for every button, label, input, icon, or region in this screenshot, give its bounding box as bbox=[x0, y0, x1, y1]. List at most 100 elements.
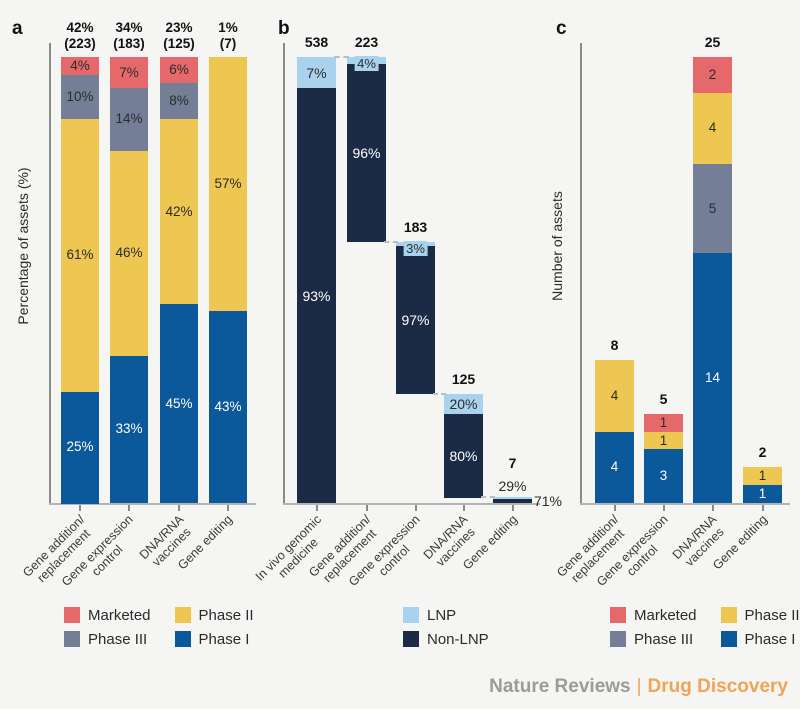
panel-c-bar-total: 25 bbox=[704, 34, 721, 50]
journal-credit-title: Drug Discovery bbox=[647, 676, 788, 697]
panel-a-segment-phase2 bbox=[61, 119, 99, 392]
legend-item: Phase III bbox=[64, 628, 151, 650]
panel-a-y-axis bbox=[49, 43, 51, 503]
panel-b-x-tick bbox=[511, 505, 514, 511]
panel-a-segment-phase3 bbox=[61, 74, 99, 120]
panel-a-segment-phase1 bbox=[160, 304, 198, 504]
panel-b-x-tick bbox=[462, 505, 465, 511]
panel-c-segment-label: 1 bbox=[758, 486, 767, 502]
panel-a-segment-phase2 bbox=[110, 150, 148, 357]
panel-a-segment-phase1 bbox=[209, 311, 247, 504]
panel-b-segment-nonlnp bbox=[297, 88, 336, 504]
panel-b-connector bbox=[334, 56, 349, 58]
panel-b-nonlnp-label: 96% bbox=[352, 145, 381, 162]
legend-item: Phase I bbox=[720, 628, 800, 650]
panel-b-connector bbox=[433, 392, 446, 395]
panel-a-bar-total: 23% (125) bbox=[163, 20, 195, 51]
panel-a-segment-label: 43% bbox=[214, 399, 242, 415]
legend-swatch-marketed bbox=[610, 607, 626, 623]
legend-label: Non-LNP bbox=[427, 630, 489, 648]
panel-b-bar-total: 223 bbox=[354, 34, 379, 50]
panel-a-segment-phase2 bbox=[209, 57, 247, 312]
panel-b-x-tick bbox=[365, 505, 368, 511]
panel-a-x-tick bbox=[227, 505, 229, 511]
panel-a-bar-total: 1% (7) bbox=[218, 20, 238, 51]
panel-c-x-tick bbox=[711, 505, 714, 511]
legend-item: Phase II bbox=[720, 604, 800, 626]
panel-b-bar-total: 7 bbox=[508, 455, 517, 472]
panel-c-segment-phase2 bbox=[743, 467, 782, 486]
panel-b-x-tick bbox=[315, 505, 318, 511]
panel-b-letter: b bbox=[278, 18, 290, 39]
panel-c-x-tick bbox=[662, 505, 665, 511]
legend-label: Phase I bbox=[744, 630, 796, 648]
panel-a-segment-phase3 bbox=[160, 83, 198, 120]
panel-c-y-axis-title: Number of assets bbox=[549, 191, 565, 301]
panel-b-nonlnp-label: 80% bbox=[449, 447, 478, 464]
panel-b-bar-total: 125 bbox=[451, 370, 476, 387]
panel-c-segment-phase1 bbox=[693, 253, 732, 504]
panel-c-x-axis bbox=[580, 503, 790, 505]
panel-a-segment-label: 8% bbox=[169, 93, 189, 109]
journal-credit-brand: Nature Reviews bbox=[489, 676, 631, 697]
panel-a-segment-label: 4% bbox=[70, 57, 90, 73]
panel-b-nonlnp-label: 97% bbox=[401, 311, 430, 328]
panel-a-y-axis-title: Percentage of assets (%) bbox=[15, 167, 31, 325]
legend-label: Marketed bbox=[88, 606, 151, 624]
legend-swatch-phase3 bbox=[610, 631, 626, 647]
panel-c-segment-phase2 bbox=[644, 431, 683, 450]
panel-c-segment-phase3 bbox=[693, 164, 732, 254]
panel-a-segment-phase3 bbox=[110, 88, 148, 152]
panel-a-segment-label: 6% bbox=[169, 62, 189, 78]
panel-c-segment-label: 4 bbox=[610, 387, 619, 403]
panel-c-y-axis bbox=[580, 43, 582, 503]
panel-c-segment-marketed bbox=[693, 57, 732, 94]
legend-item: Non-LNP bbox=[403, 628, 489, 650]
legend-label: Phase III bbox=[88, 630, 148, 648]
panel-c-segment-label: 1 bbox=[758, 468, 767, 484]
panel-a-bar-total: 34% (183) bbox=[113, 20, 145, 51]
panel-c-segment-label: 4 bbox=[708, 120, 717, 136]
panel-b-segment-nonlnp bbox=[347, 64, 386, 243]
panel-c-segment-phase2 bbox=[595, 360, 634, 433]
legend-label: Phase II bbox=[198, 606, 254, 624]
panel-b-x-tick bbox=[414, 505, 417, 511]
panel-b-connector bbox=[384, 240, 398, 243]
legend-label: Phase III bbox=[634, 630, 694, 648]
legend-label: Marketed bbox=[634, 606, 697, 624]
legend-swatch-lnp bbox=[403, 607, 419, 623]
panel-a-x-tick bbox=[178, 505, 180, 511]
panel-b-bar-total: 183 bbox=[403, 218, 428, 235]
panel-a-segment-label: 45% bbox=[165, 395, 193, 411]
panel-b-segment-nonlnp bbox=[444, 414, 483, 498]
panel-c-bar-total: 5 bbox=[659, 390, 668, 407]
panel-b-nonlnp-label: 71% bbox=[533, 493, 563, 510]
legend-swatch-phase3 bbox=[64, 631, 80, 647]
panel-c-bar-total: 8 bbox=[610, 337, 619, 354]
panel-b-segment-nonlnp bbox=[493, 498, 532, 504]
panel-b-segment-lnp bbox=[444, 393, 483, 415]
panel-c-segment-label: 14 bbox=[704, 370, 721, 386]
panel-a-segment-label: 7% bbox=[119, 64, 139, 80]
panel-c-segment-label: 4 bbox=[610, 459, 619, 475]
panel-c-x-tick bbox=[613, 505, 616, 511]
panel-a-segment-phase1 bbox=[110, 355, 148, 504]
panel-b-lnp-label: 3% bbox=[403, 240, 428, 256]
legend-item: Phase I bbox=[174, 628, 254, 650]
panel-c-x-tick bbox=[761, 505, 764, 511]
panel-a-segment-phase2 bbox=[160, 118, 198, 305]
panel-b-connector bbox=[481, 496, 495, 499]
panel-a-segment-phase1 bbox=[61, 391, 99, 504]
legend-swatch-phase1 bbox=[174, 631, 191, 647]
panel-a-segment-label: 46% bbox=[115, 245, 143, 261]
legend-item: Phase III bbox=[610, 628, 697, 650]
panel-a-segment-label: 57% bbox=[214, 176, 242, 192]
panel-c-segment-phase1 bbox=[644, 449, 683, 504]
legend-swatch-marketed bbox=[64, 607, 80, 623]
panel-b-nonlnp-label: 93% bbox=[302, 287, 331, 304]
legend-label: Phase I bbox=[198, 630, 250, 648]
panel-a-segment-marketed bbox=[61, 57, 99, 76]
panel-c-segment-marketed bbox=[644, 413, 683, 433]
panel-b-lnp-label: 20% bbox=[449, 395, 478, 412]
panel-a-segment-label: 61% bbox=[66, 247, 94, 263]
